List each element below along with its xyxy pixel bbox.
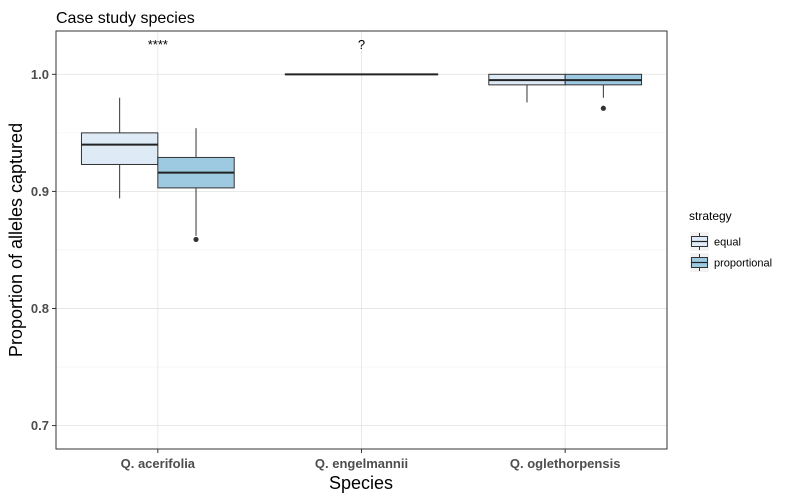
box-equal-2 [488, 73, 566, 103]
box-equal-0 [80, 97, 159, 199]
legend-label: equal [714, 237, 741, 249]
box-proportional-0 [157, 128, 235, 243]
annotations: ****? [148, 37, 365, 52]
x-tick-label: Q. oglethorpensis [510, 456, 621, 471]
y-tick-label: 1.0 [31, 67, 49, 82]
significance-label: **** [148, 37, 168, 52]
x-axis-title: Species [329, 473, 393, 493]
box-proportional-2 [564, 73, 643, 111]
outlier-point [600, 105, 606, 111]
y-tick-label: 0.8 [31, 301, 49, 316]
y-axis-ticks: 0.7 0.8 0.9 1.0 [31, 67, 56, 433]
significance-label: ? [358, 37, 365, 52]
x-axis-ticks: Q. acerifolia Q. engelmannii Q. oglethorpe… [121, 449, 621, 471]
box-rect [80, 132, 159, 165]
grid-lines [56, 31, 667, 449]
legend-item-equal: equal [690, 232, 741, 251]
y-tick-label: 0.9 [31, 184, 49, 199]
x-tick-label: Q. engelmannii [315, 456, 408, 471]
x-tick-label: Q. acerifolia [121, 456, 196, 471]
legend-label: proportional [714, 258, 772, 270]
y-axis-title: Proportion of alleles captured [6, 123, 26, 357]
y-tick-label: 0.7 [31, 418, 49, 433]
outlier-point [193, 236, 199, 243]
legend-title: strategy [689, 209, 732, 223]
chart-title: Case study species [56, 10, 195, 27]
legend-item-proportional: proportional [690, 253, 772, 272]
boxes [80, 73, 643, 243]
legend: strategy equal proportional [689, 209, 772, 272]
